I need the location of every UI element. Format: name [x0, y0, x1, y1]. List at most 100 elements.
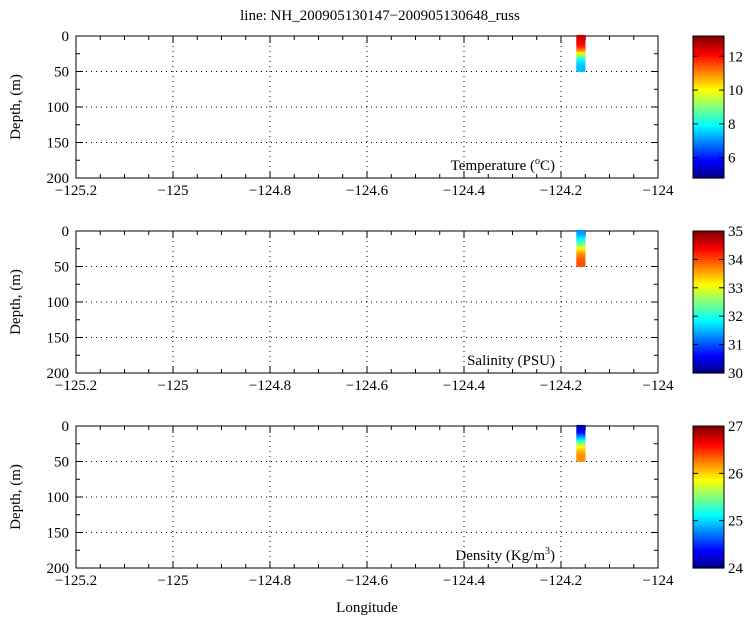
colorbar-segment [693, 50, 724, 54]
colorbar-segment [693, 235, 724, 239]
colorbar-segment [693, 527, 724, 531]
colorbar-segment [693, 515, 724, 519]
x-tick-label: −125.2 [55, 378, 97, 394]
colorbar-segment [693, 323, 724, 327]
colorbar-segment [693, 114, 724, 118]
colorbar-tick-label: 31 [728, 338, 743, 354]
y-tick-label: 50 [54, 260, 69, 276]
colorbar-segment [693, 518, 724, 522]
colorbar-segment [693, 539, 724, 543]
colorbar-segment [693, 370, 724, 374]
colorbar-tick-label: 10 [728, 83, 743, 99]
x-tick-label: −124 [643, 573, 674, 589]
x-tick-label: −125 [158, 183, 189, 199]
colorbar-segment [693, 356, 724, 360]
colorbar-segment [693, 154, 724, 158]
colorbar-segment [693, 111, 724, 115]
colorbar-segment [693, 563, 724, 567]
colorbar-segment [693, 38, 724, 42]
colorbar-segment [693, 532, 724, 536]
colorbar-segment [693, 92, 724, 96]
y-axis-label: Depth, (m) [8, 464, 24, 530]
x-tick-label: −125 [158, 378, 189, 394]
colorbar-segment [693, 361, 724, 365]
colorbar-segment [693, 351, 724, 355]
colorbar-segment [693, 233, 724, 237]
x-tick-label: −125.2 [55, 183, 97, 199]
colorbar-segment [693, 83, 724, 87]
colorbar-segment [693, 478, 724, 482]
colorbar-segment [693, 440, 724, 444]
y-tick-label: 0 [62, 224, 70, 240]
colorbar-segment [693, 121, 724, 125]
colorbar-segment [693, 513, 724, 517]
panel-2: −125.2 −125 −124.8 −124.6 −124.4 −124.2 −124 0 5… [8, 224, 744, 394]
colorbar-segment [693, 294, 724, 298]
colorbar-segment [693, 363, 724, 367]
colorbar-segment [693, 368, 724, 372]
colorbar-segment [693, 534, 724, 538]
colorbar-segment [693, 428, 724, 432]
colorbar-segment [693, 560, 724, 564]
colorbar-segment [693, 335, 724, 339]
colorbar-segment [693, 266, 724, 270]
colorbar-segment [693, 57, 724, 61]
x-tick-label: −125.2 [55, 573, 97, 589]
y-tick-label: 100 [47, 100, 70, 116]
colorbar-segment [693, 109, 724, 113]
colorbar-segment [693, 43, 724, 47]
colorbar-segment [693, 140, 724, 144]
panel-1: −125.2 −125 −124.8 −124.6 −124.4 −124.2 −124 0 5… [8, 29, 743, 199]
colorbar-segment [693, 437, 724, 441]
colorbar-segment [693, 283, 724, 287]
colorbar-tick-label: 32 [728, 309, 743, 325]
colorbar-segment [693, 553, 724, 557]
colorbar-segment [693, 332, 724, 336]
y-tick-label: 200 [47, 561, 70, 577]
colorbar-segment [693, 487, 724, 491]
colorbar-segment [693, 508, 724, 512]
colorbar-segment [693, 107, 724, 110]
x-tick-label: −125 [158, 573, 189, 589]
colorbar-tick-label: 12 [728, 49, 743, 65]
colorbar-segment [693, 316, 724, 320]
y-tick-label: 0 [62, 29, 70, 45]
colorbar-segment [693, 287, 724, 291]
colorbar-segment [693, 337, 724, 341]
data-point [576, 456, 586, 462]
colorbar-segment [693, 166, 724, 170]
colorbar-segment [693, 470, 724, 474]
colorbar-frame [692, 230, 725, 374]
colorbar-tick-label: 25 [728, 514, 743, 530]
colorbar-segment [693, 302, 724, 305]
colorbar-segment [693, 175, 724, 179]
colorbar-segment [693, 80, 724, 84]
colorbar-segment [693, 447, 724, 451]
colorbar-segment [693, 435, 724, 439]
colorbar-tick-label: 26 [728, 466, 744, 482]
colorbar-segment [693, 95, 724, 99]
colorbar-segment [693, 133, 724, 136]
x-tick-label: −124.2 [540, 378, 582, 394]
colorbar-segment [693, 290, 724, 294]
colorbar-segment [693, 47, 724, 51]
colorbar-segment [693, 45, 724, 49]
colorbar-segment [693, 125, 724, 129]
colorbar-segment [693, 268, 724, 272]
panel-label: Salinity (PSU) [467, 353, 555, 369]
colorbar-segment [693, 264, 724, 268]
y-tick-label: 200 [47, 366, 70, 382]
colorbar-segment [693, 64, 724, 68]
colorbar-segment [693, 54, 724, 58]
x-tick-label: −124.8 [249, 378, 291, 394]
colorbar-segment [693, 349, 724, 353]
colorbar-segment [693, 541, 724, 545]
colorbar-segment [693, 71, 724, 75]
x-tick-label: −124.6 [346, 573, 389, 589]
colorbar-segment [693, 313, 724, 317]
colorbar-segment [693, 456, 724, 460]
colorbar-segment [693, 475, 724, 479]
colorbar-frame [692, 35, 725, 179]
colorbar-segment [693, 501, 724, 505]
colorbar-segment [693, 170, 724, 174]
